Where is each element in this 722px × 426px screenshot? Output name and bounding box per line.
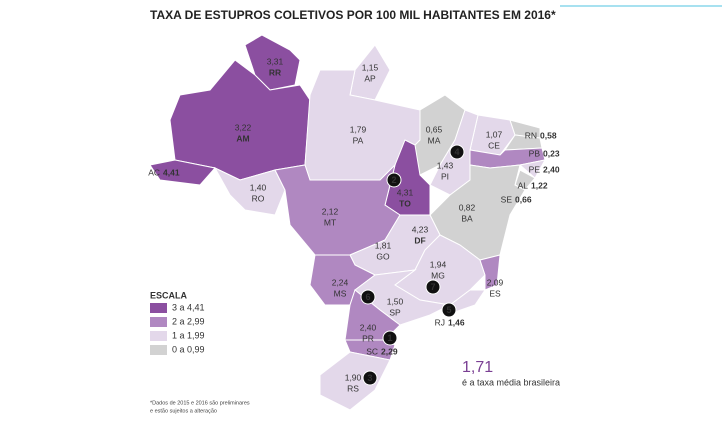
state-value: 1,79 bbox=[350, 124, 367, 134]
state bbox=[344, 339, 396, 361]
state-code: SP bbox=[389, 307, 401, 317]
state-code: PB bbox=[529, 148, 541, 158]
state-value: 2,40 bbox=[360, 322, 377, 332]
map bbox=[149, 34, 546, 411]
state-code: AP bbox=[364, 73, 376, 83]
legend-title: ESCALA bbox=[150, 290, 188, 300]
markers: 1 2 3 4 5 6 7 bbox=[360, 144, 465, 386]
legend-swatch bbox=[150, 303, 167, 313]
state-code: RN bbox=[525, 130, 537, 140]
state-value: 1,40 bbox=[250, 182, 267, 192]
state-value: 1,81 bbox=[375, 240, 392, 250]
state-value: 2,24 bbox=[332, 277, 349, 287]
title: TAXA DE ESTUPROS COLETIVOS POR 100 MIL H… bbox=[150, 8, 556, 22]
state-value: 1,50 bbox=[387, 296, 404, 306]
state-value: 1,22 bbox=[531, 180, 548, 190]
state-code: DF bbox=[414, 235, 425, 245]
state-code: MT bbox=[324, 217, 336, 227]
state-code: MG bbox=[431, 270, 445, 280]
state-code: PE bbox=[529, 164, 541, 174]
marker-number: 2 bbox=[391, 175, 396, 185]
footnote: *Dados de 2015 e 2016 são preliminares bbox=[150, 400, 250, 406]
state bbox=[479, 254, 501, 291]
state-value: 1,07 bbox=[486, 129, 503, 139]
state-code: ES bbox=[489, 288, 501, 298]
state-value: 0,58 bbox=[540, 130, 557, 140]
state bbox=[149, 159, 216, 186]
marker-circle bbox=[382, 330, 398, 346]
state-value: 2,29 bbox=[381, 346, 398, 356]
state-code: BA bbox=[461, 213, 473, 223]
marker-circle bbox=[449, 144, 465, 160]
state-code: AL bbox=[518, 180, 529, 190]
state-code: AM bbox=[236, 133, 249, 143]
state-code: CE bbox=[488, 140, 500, 150]
legend-swatch bbox=[150, 317, 167, 327]
marker-circle bbox=[386, 172, 402, 188]
state-value: 1,94 bbox=[430, 259, 447, 269]
state bbox=[319, 351, 391, 411]
state-value: 3,22 bbox=[235, 122, 252, 132]
marker-number: 3 bbox=[367, 373, 372, 383]
legend-swatch bbox=[150, 345, 167, 355]
state-value: 0,82 bbox=[459, 202, 476, 212]
state-code: RR bbox=[269, 67, 281, 77]
state-value: 1,90 bbox=[345, 372, 362, 382]
state-code: TO bbox=[399, 198, 411, 208]
state-code: GO bbox=[376, 251, 390, 261]
state-code: SC bbox=[366, 346, 378, 356]
state-value: 4,41 bbox=[163, 167, 180, 177]
state-value: 4,31 bbox=[397, 187, 414, 197]
state-value: 1,15 bbox=[362, 62, 379, 72]
legend: ESCALA 3 a 4,41 2 a 2,99 1 a 1,99 0 a 0,99 bbox=[150, 290, 205, 355]
state-code: PI bbox=[441, 171, 449, 181]
marker-circle bbox=[362, 370, 378, 386]
legend-swatch bbox=[150, 331, 167, 341]
state-value: 0,23 bbox=[543, 148, 560, 158]
state-value: 2,12 bbox=[322, 206, 339, 216]
state-value: 2,09 bbox=[487, 277, 504, 287]
state-value: 1,46 bbox=[448, 317, 465, 327]
legend-label: 3 a 4,41 bbox=[172, 302, 205, 312]
legend-label: 1 a 1,99 bbox=[172, 330, 205, 340]
marker-number: 6 bbox=[365, 292, 370, 302]
state-value: 0,66 bbox=[515, 194, 532, 204]
state-code: SE bbox=[501, 194, 513, 204]
marker-number: 4 bbox=[454, 147, 459, 157]
marker-number: 1 bbox=[387, 333, 392, 343]
state bbox=[518, 159, 546, 179]
state-code: RJ bbox=[435, 317, 445, 327]
state-value: 4,23 bbox=[412, 224, 429, 234]
marker-circle bbox=[441, 302, 457, 318]
marker-circle bbox=[360, 289, 376, 305]
marker-circle bbox=[425, 279, 441, 295]
legend-label: 0 a 0,99 bbox=[172, 344, 205, 354]
average-value: 1,71 bbox=[462, 359, 493, 376]
state-code: PA bbox=[353, 135, 364, 145]
footnote: e estão sujeitos a alteração bbox=[150, 408, 217, 414]
average-text: é a taxa média brasileira bbox=[462, 377, 560, 387]
state bbox=[213, 166, 286, 216]
state-value: 3,31 bbox=[267, 56, 284, 66]
state-code: RO bbox=[252, 193, 265, 203]
state-code: AC bbox=[148, 167, 160, 177]
marker-number: 7 bbox=[430, 282, 435, 292]
state-code: RS bbox=[347, 383, 359, 393]
state-value: 2,40 bbox=[543, 164, 560, 174]
state-code: PR bbox=[362, 333, 374, 343]
legend-label: 2 a 2,99 bbox=[172, 316, 205, 326]
state-value: 1,43 bbox=[437, 160, 454, 170]
state-code: MA bbox=[428, 135, 441, 145]
state-code: MS bbox=[334, 288, 347, 298]
state-value: 0,65 bbox=[426, 124, 443, 134]
marker-number: 5 bbox=[446, 305, 451, 315]
